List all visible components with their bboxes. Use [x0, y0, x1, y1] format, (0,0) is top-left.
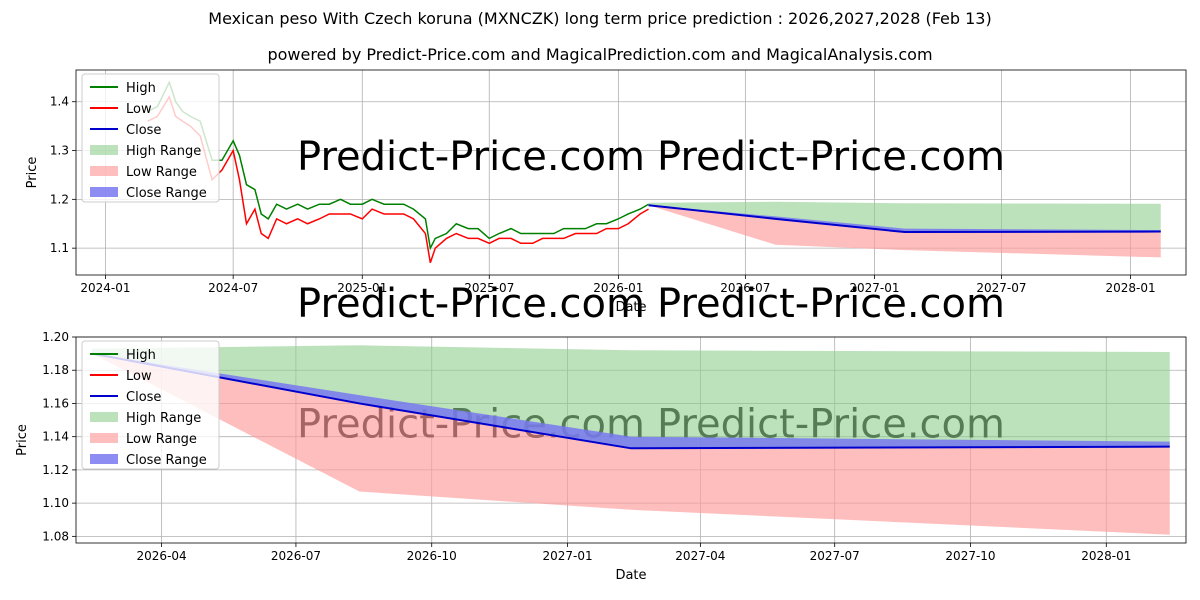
x-tick-label: 2027-01	[849, 281, 899, 295]
legend-swatch	[90, 166, 118, 176]
x-axis-label: Date	[615, 300, 646, 315]
x-axis-label: Date	[615, 568, 646, 583]
y-tick-label: 1.08	[42, 529, 69, 543]
low-range-band	[92, 353, 1170, 535]
legend-label: Close	[126, 390, 161, 405]
low-range-band	[648, 205, 1161, 258]
y-tick-label: 1.20	[42, 330, 69, 344]
y-tick-label: 1.2	[50, 192, 69, 206]
legend-label: High	[126, 348, 156, 363]
y-tick-label: 1.16	[42, 396, 69, 410]
y-tick-label: 1.18	[42, 363, 69, 377]
legend-swatch	[90, 454, 118, 464]
panel-1: 2024-01 2024-07 2025-01 2025-07 2026-01 2026-…	[25, 69, 1187, 327]
x-tick-label: 2026-07	[271, 549, 321, 563]
y-tick-label: 1.10	[42, 496, 69, 510]
plot-frame	[75, 336, 1187, 544]
x-tick-label: 2027-07	[810, 549, 860, 563]
high-range-band	[648, 201, 1161, 233]
high-range-band	[92, 345, 1170, 449]
low-history-line	[147, 95, 649, 264]
legend: High Low Close High Range Low Range Close Ran…	[81, 73, 220, 203]
close-forecast-line	[648, 204, 1161, 234]
legend-swatch	[90, 145, 118, 155]
watermark-text: Predict-Price.com	[657, 281, 1005, 327]
plot-area	[147, 80, 1161, 264]
y-axis-label: Price	[15, 424, 30, 456]
x-tick-label: 2026-04	[137, 549, 187, 563]
chart-title: Mexican peso With Czech koruna (MXNCZK) …	[208, 9, 992, 28]
legend-label: Low Range	[126, 432, 197, 447]
high-history-line	[147, 80, 649, 251]
panel-2: 2026-04 2026-07 2026-10 2027-01 2027-04 2027-…	[15, 330, 1187, 583]
legend-label: Low	[126, 102, 152, 117]
legend-label: Close Range	[126, 186, 207, 201]
legend: High Low Close High Range Low Range Close Ran…	[81, 340, 220, 470]
watermark-text: Predict-Price.com	[297, 281, 645, 327]
legend-swatch	[90, 412, 118, 422]
y-tick-label: 1.3	[50, 144, 69, 158]
close-forecast-line	[92, 352, 1170, 450]
legend-label: High Range	[126, 411, 201, 426]
x-tick-label: 2027-10	[945, 549, 995, 563]
x-tick-label: 2026-01	[593, 281, 643, 295]
x-tick-label: 2026-07	[720, 281, 770, 295]
x-tick-label: 2028-01	[1105, 281, 1155, 295]
legend-label: High	[126, 81, 156, 96]
x-tick-label: 2025-01	[337, 281, 387, 295]
y-axis-label: Price	[25, 157, 40, 189]
x-tick-label: 2025-07	[464, 281, 514, 295]
x-tick-label: 2028-01	[1081, 549, 1131, 563]
legend-label: Low	[126, 369, 152, 384]
x-tick-label: 2026-10	[407, 549, 457, 563]
x-tick-label: 2027-01	[542, 549, 592, 563]
x-tick-label: 2024-01	[80, 281, 130, 295]
legend-label: Close Range	[126, 453, 207, 468]
x-tick-label: 2024-07	[208, 281, 258, 295]
watermark-text: Predict-Price.com	[297, 134, 645, 180]
legend-label: Close	[126, 123, 161, 138]
y-tick-label: 1.12	[42, 463, 69, 477]
legend-label: High Range	[126, 144, 201, 159]
x-tick-label: 2027-04	[675, 549, 725, 563]
x-tick-label: 2027-07	[976, 281, 1026, 295]
chart-subtitle: powered by Predict-Price.com and Magical…	[267, 45, 933, 64]
legend-swatch	[90, 433, 118, 443]
legend-swatch	[90, 187, 118, 197]
y-tick-label: 1.14	[42, 430, 69, 444]
legend-label: Low Range	[126, 165, 197, 180]
y-tick-label: 1.1	[50, 241, 69, 255]
plot-frame	[75, 69, 1187, 276]
plot-area	[92, 345, 1170, 535]
y-tick-label: 1.4	[50, 95, 69, 109]
watermark-text: Predict-Price.com	[657, 134, 1005, 180]
